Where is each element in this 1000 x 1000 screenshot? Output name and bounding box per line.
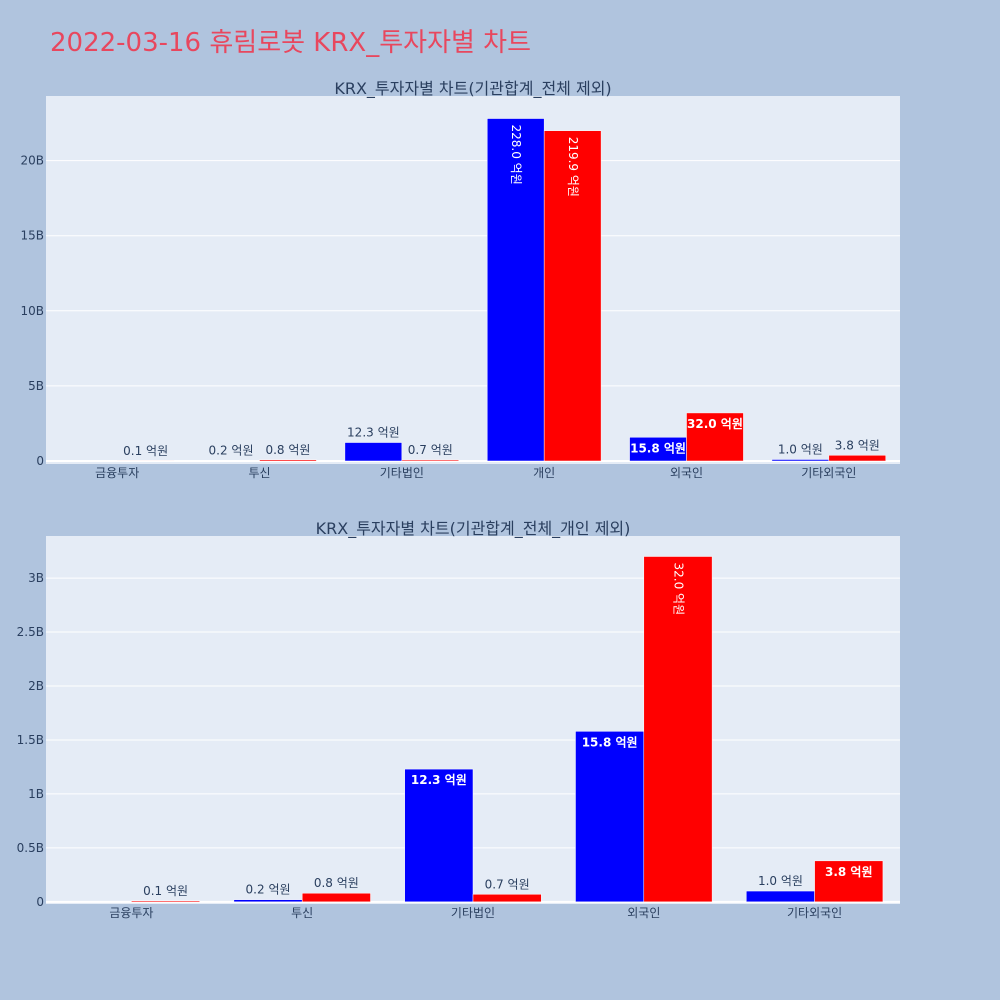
y-tick-label: 1.5B xyxy=(17,733,44,747)
data-label: 32.0 억원 xyxy=(671,563,685,616)
data-label: 0.8 억원 xyxy=(265,443,310,457)
bar xyxy=(131,900,200,903)
chart-title-2: KRX_투자자별 차트(기관합계_전체_개인 제외) xyxy=(316,519,631,539)
y-tick-label: 0 xyxy=(36,895,44,909)
bar xyxy=(233,899,303,903)
data-label: 32.0 억원 xyxy=(687,417,743,431)
bar xyxy=(575,731,645,903)
y-tick-label: 5B xyxy=(28,379,44,393)
data-label: 0.8 억원 xyxy=(314,876,359,890)
data-label: 1.0 억원 xyxy=(758,874,803,888)
data-label: 228.0 억원 xyxy=(509,125,523,185)
data-label: 0.1 억원 xyxy=(143,884,188,898)
x-tick-label: 투신 xyxy=(291,906,313,920)
data-label: 3.8 억원 xyxy=(825,865,873,879)
chart-title-1: KRX_투자자별 차트(기관합계_전체 제외) xyxy=(334,79,611,99)
data-label: 0.2 억원 xyxy=(209,444,254,458)
x-tick-label: 외국인 xyxy=(670,466,703,480)
bar xyxy=(828,455,887,462)
y-tick-label: 2.5B xyxy=(17,625,44,639)
data-label: 0.7 억원 xyxy=(408,443,453,457)
x-tick-label: 개인 xyxy=(533,466,555,480)
bar xyxy=(404,768,474,903)
data-label: 15.8 억원 xyxy=(630,441,686,455)
y-tick-label: 0 xyxy=(36,454,44,468)
bar xyxy=(344,442,403,462)
x-tick-label: 외국인 xyxy=(627,906,660,920)
data-label: 0.7 억원 xyxy=(485,877,530,891)
y-tick-label: 15B xyxy=(20,229,44,243)
x-tick-label: 기타법인 xyxy=(451,906,495,920)
data-label: 12.3 억원 xyxy=(347,426,400,440)
bar xyxy=(301,892,371,903)
data-label: 1.0 억원 xyxy=(778,442,823,456)
main-title: 2022-03-16 휴림로봇 KRX_투자자별 차트 xyxy=(50,28,532,58)
data-label: 0.1 억원 xyxy=(123,444,168,458)
bar xyxy=(259,459,317,462)
y-tick-label: 3B xyxy=(28,571,44,585)
bar xyxy=(771,459,830,462)
x-tick-label: 투신 xyxy=(248,466,270,480)
x-tick-label: 기타외국인 xyxy=(801,466,856,480)
x-tick-label: 기타외국인 xyxy=(787,906,842,920)
data-label: 3.8 억원 xyxy=(835,438,880,452)
y-tick-label: 0.5B xyxy=(17,841,44,855)
bar xyxy=(746,890,815,903)
bar xyxy=(686,412,744,462)
bar xyxy=(543,130,602,462)
data-label: 0.2 억원 xyxy=(246,883,291,897)
plot-area-1 xyxy=(46,96,900,464)
bar xyxy=(643,556,713,903)
y-tick-label: 20B xyxy=(20,154,44,168)
data-label: 219.9 억원 xyxy=(566,137,580,197)
bar xyxy=(814,860,884,903)
data-label: 15.8 억원 xyxy=(582,735,638,749)
bar xyxy=(401,459,460,462)
y-tick-label: 1B xyxy=(28,787,44,801)
x-tick-label: 금융투자 xyxy=(95,466,139,480)
y-tick-label: 10B xyxy=(20,304,44,318)
y-tick-label: 2B xyxy=(28,679,44,693)
data-label: 12.3 억원 xyxy=(411,773,467,787)
bar xyxy=(472,894,542,903)
x-tick-label: 기타법인 xyxy=(380,466,424,480)
x-tick-label: 금융투자 xyxy=(109,906,153,920)
bar xyxy=(486,118,545,462)
